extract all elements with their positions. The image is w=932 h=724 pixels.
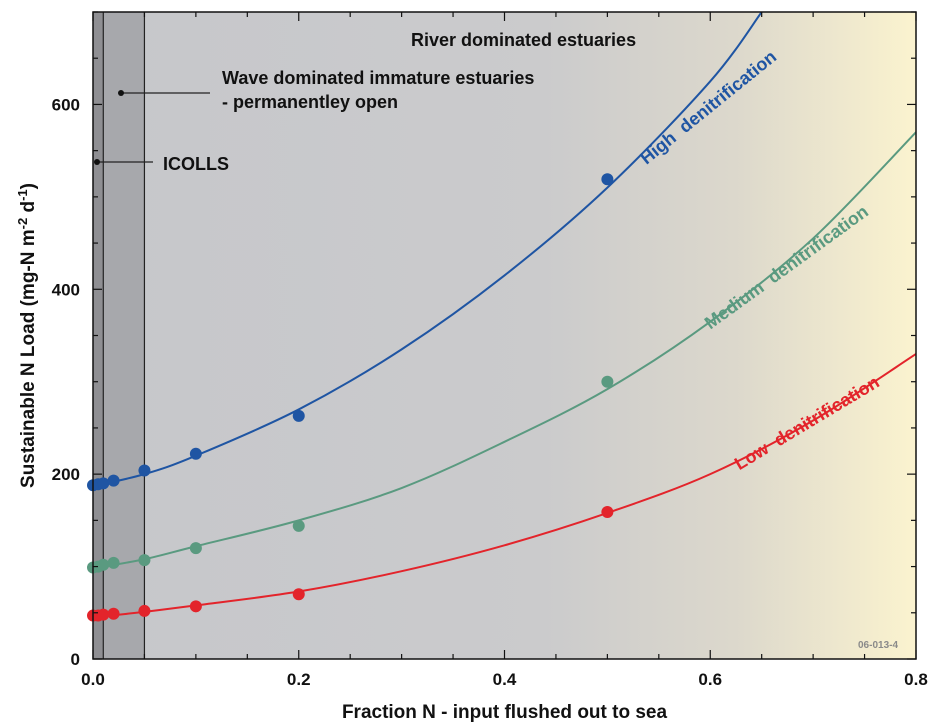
wave-leader-dot — [118, 90, 124, 96]
data-point — [97, 558, 110, 571]
plot-background — [93, 12, 916, 659]
icolls-leader-dot — [94, 159, 100, 165]
data-point — [601, 375, 614, 388]
icolls-annotation: ICOLLS — [163, 154, 229, 174]
y-tick-label: 200 — [52, 465, 80, 484]
data-point — [601, 506, 614, 519]
y-axis-title-part: -1 — [15, 189, 30, 201]
y-tick-label: 600 — [52, 95, 80, 114]
data-point — [601, 173, 614, 186]
x-tick-label: 0.0 — [81, 670, 105, 689]
data-point — [97, 608, 110, 621]
river-annotation: River dominated estuaries — [411, 30, 636, 50]
x-tick-label: 0.8 — [904, 670, 928, 689]
data-point — [107, 607, 120, 620]
data-point — [292, 409, 305, 422]
data-point — [138, 604, 151, 617]
data-point — [138, 554, 151, 567]
wave-annotation-line2: - permanentley open — [222, 92, 398, 112]
data-point — [138, 464, 151, 477]
data-point — [107, 474, 120, 487]
data-point — [189, 600, 202, 613]
wave-annotation-line1: Wave dominated immature estuaries — [222, 68, 534, 88]
y-axis-title-part: ) — [18, 183, 39, 189]
y-axis-title-part: Sustainable N Load (mg-N m — [18, 229, 39, 488]
data-point — [189, 542, 202, 555]
x-tick-label: 0.4 — [493, 670, 517, 689]
axes-layer: 0.0 0.2 0.4 0.6 0.8 0 200 400 600 Fraction N - in… — [15, 11, 928, 723]
data-point — [292, 519, 305, 532]
x-tick-label: 0.2 — [287, 670, 311, 689]
region-wave-dominated — [103, 12, 145, 659]
region-icolls — [93, 12, 104, 659]
data-point — [97, 477, 110, 490]
x-axis-title: Fraction N - input flushed out to sea — [342, 702, 668, 723]
plot-area-gradient — [93, 12, 916, 659]
y-axis-title: Sustainable N Load (mg-N m-2 d-1) — [15, 183, 39, 488]
series-curve — [93, 12, 763, 488]
x-tick-label: 0.6 — [698, 670, 722, 689]
y-axis-title-part: -2 — [15, 218, 30, 230]
data-point — [189, 447, 202, 460]
y-tick-label: 0 — [71, 650, 80, 669]
figure-id: 06-013-4 — [858, 640, 898, 651]
data-point — [292, 588, 305, 601]
y-axis-title-part: d — [18, 201, 39, 218]
y-tick-label: 400 — [52, 280, 80, 299]
data-point — [107, 556, 120, 569]
annotations-layer: River dominated estuaries Wave dominated… — [94, 30, 898, 651]
